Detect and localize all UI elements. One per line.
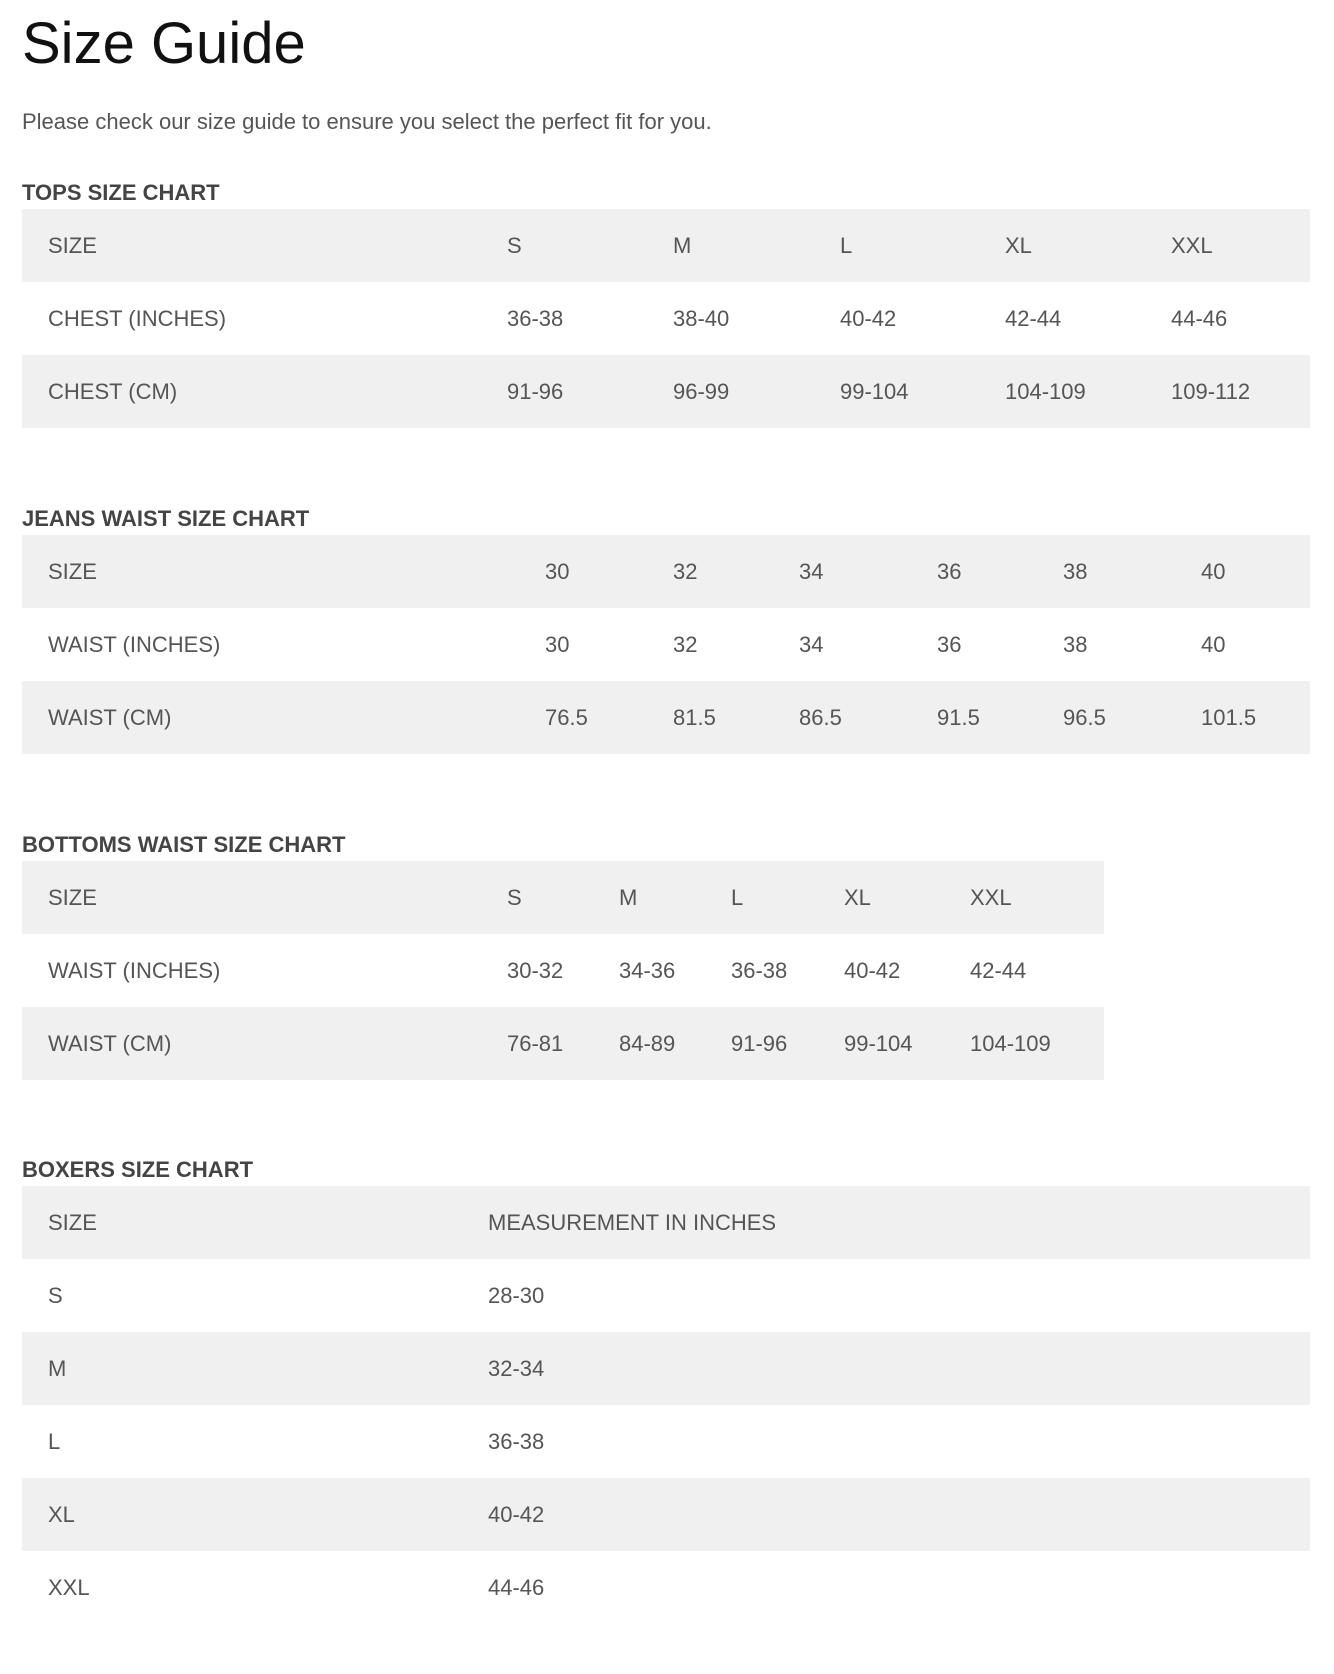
table-cell: 36-38 bbox=[731, 957, 788, 983]
boxers-size-table: SIZE MEASUREMENT IN INCHES S 28-30 M 32-34 L 36… bbox=[22, 1186, 1310, 1624]
table-cell: 38 bbox=[1063, 558, 1088, 584]
table-cell: 32 bbox=[673, 558, 698, 584]
row-label: CHEST (CM) bbox=[48, 378, 178, 404]
table-cell: 44-46 bbox=[488, 1574, 545, 1600]
table-cell: MEASUREMENT IN INCHES bbox=[488, 1209, 777, 1235]
table-cell: 28-30 bbox=[488, 1282, 545, 1308]
bottoms-heading: BOTTOMS WAIST SIZE CHART bbox=[22, 832, 346, 857]
table-cell: 36-38 bbox=[507, 305, 564, 331]
table-header-row: SIZE 30 32 34 36 38 40 bbox=[22, 535, 1310, 608]
jeans-size-table: SIZE 30 32 34 36 38 40 WAIST (INCHES) 30 32 34 36 38… bbox=[22, 535, 1310, 754]
table-cell: 40 bbox=[1201, 631, 1226, 657]
table-cell: 99-104 bbox=[844, 1030, 913, 1056]
table-cell: 101.5 bbox=[1201, 704, 1257, 730]
table-header-row: SIZE MEASUREMENT IN INCHES bbox=[22, 1186, 1310, 1259]
table-cell: M bbox=[673, 232, 692, 258]
row-label: WAIST (INCHES) bbox=[48, 631, 221, 657]
table-cell: 30-32 bbox=[507, 957, 564, 983]
table-cell: 109-112 bbox=[1171, 378, 1251, 404]
row-label: CHEST (INCHES) bbox=[48, 305, 227, 331]
boxers-heading: BOXERS SIZE CHART bbox=[22, 1157, 254, 1182]
row-label: WAIST (INCHES) bbox=[48, 957, 221, 983]
row-label: WAIST (CM) bbox=[48, 1030, 172, 1056]
table-cell: 40-42 bbox=[844, 957, 901, 983]
table-cell: 104-109 bbox=[1005, 378, 1086, 404]
table-cell: 104-109 bbox=[970, 1030, 1051, 1056]
row-label: SIZE bbox=[48, 232, 97, 258]
table-cell: 40 bbox=[1201, 558, 1226, 584]
table-cell: 30 bbox=[545, 631, 570, 657]
table-cell: L bbox=[840, 232, 853, 258]
table-cell: 96.5 bbox=[1063, 704, 1106, 730]
table-cell: 34-36 bbox=[619, 957, 676, 983]
table-row: CHEST (CM) 91-96 96-99 99-104 104-109 109-112 bbox=[22, 355, 1310, 428]
table-cell: 30 bbox=[545, 558, 570, 584]
table-row: M 32-34 bbox=[22, 1332, 1310, 1405]
table-cell: L bbox=[731, 884, 744, 910]
table-cell: 32-34 bbox=[488, 1355, 545, 1381]
table-cell: 42-44 bbox=[970, 957, 1027, 983]
table-cell: 34 bbox=[799, 631, 824, 657]
table-row: WAIST (CM) 76.5 81.5 86.5 91.5 96.5 101.5 bbox=[22, 681, 1310, 754]
table-cell: XXL bbox=[970, 884, 1012, 910]
table-row: WAIST (CM) 76-81 84-89 91-96 99-104 104-109 bbox=[22, 1007, 1104, 1080]
table-cell: 99-104 bbox=[840, 378, 909, 404]
table-header-row: SIZE S M L XL XXL bbox=[22, 861, 1104, 934]
table-row: XXL 44-46 bbox=[22, 1551, 1310, 1624]
table-cell: 36-38 bbox=[488, 1428, 545, 1454]
table-row: CHEST (INCHES) 36-38 38-40 40-42 42-44 44-46 bbox=[22, 282, 1310, 355]
table-cell: S bbox=[507, 232, 522, 258]
table-cell: 84-89 bbox=[619, 1030, 676, 1056]
row-label: SIZE bbox=[48, 884, 97, 910]
table-cell: 44-46 bbox=[1171, 305, 1228, 331]
table-row: XL 40-42 bbox=[22, 1478, 1310, 1551]
row-label: S bbox=[48, 1282, 63, 1308]
row-label: SIZE bbox=[48, 558, 97, 584]
table-cell: 32 bbox=[673, 631, 698, 657]
row-label: SIZE bbox=[48, 1209, 97, 1235]
table-cell: 36 bbox=[937, 558, 962, 584]
row-label: XL bbox=[48, 1501, 75, 1527]
jeans-heading: JEANS WAIST SIZE CHART bbox=[22, 506, 310, 531]
row-label: WAIST (CM) bbox=[48, 704, 172, 730]
row-label: XXL bbox=[48, 1574, 90, 1600]
table-cell: 42-44 bbox=[1005, 305, 1062, 331]
table-cell: 86.5 bbox=[799, 704, 842, 730]
table-cell: 76-81 bbox=[507, 1030, 564, 1056]
table-cell: 96-99 bbox=[673, 378, 730, 404]
table-cell: 91-96 bbox=[507, 378, 564, 404]
table-cell: 38 bbox=[1063, 631, 1088, 657]
table-row: L 36-38 bbox=[22, 1405, 1310, 1478]
tops-size-table: SIZE S M L XL XXL CHEST (INCHES) 36-38 38-40 40-4… bbox=[22, 209, 1310, 428]
table-cell: XXL bbox=[1171, 232, 1213, 258]
page-title: Size Guide bbox=[22, 11, 306, 76]
table-row: S 28-30 bbox=[22, 1259, 1310, 1332]
table-cell: 40-42 bbox=[840, 305, 897, 331]
table-cell: M bbox=[619, 884, 638, 910]
table-cell: S bbox=[507, 884, 522, 910]
table-cell: XL bbox=[1005, 232, 1032, 258]
table-cell: 81.5 bbox=[673, 704, 716, 730]
row-label: L bbox=[48, 1428, 61, 1454]
table-cell: 36 bbox=[937, 631, 962, 657]
table-row: WAIST (INCHES) 30-32 34-36 36-38 40-42 42-44 bbox=[22, 934, 1104, 1007]
table-cell: 38-40 bbox=[673, 305, 730, 331]
table-cell: 91.5 bbox=[937, 704, 980, 730]
table-cell: 40-42 bbox=[488, 1501, 545, 1527]
table-header-row: SIZE S M L XL XXL bbox=[22, 209, 1310, 282]
table-cell: 34 bbox=[799, 558, 824, 584]
table-cell: XL bbox=[844, 884, 871, 910]
page-subtitle: Please check our size guide to ensure yo… bbox=[22, 109, 712, 134]
table-cell: 91-96 bbox=[731, 1030, 788, 1056]
bottoms-size-table: SIZE S M L XL XXL WAIST (INCHES) 30-32 34-36 36-3… bbox=[22, 861, 1104, 1080]
tops-heading: TOPS SIZE CHART bbox=[22, 180, 220, 205]
table-row: WAIST (INCHES) 30 32 34 36 38 40 bbox=[22, 608, 1310, 681]
table-cell: 76.5 bbox=[545, 704, 588, 730]
row-label: M bbox=[48, 1355, 67, 1381]
